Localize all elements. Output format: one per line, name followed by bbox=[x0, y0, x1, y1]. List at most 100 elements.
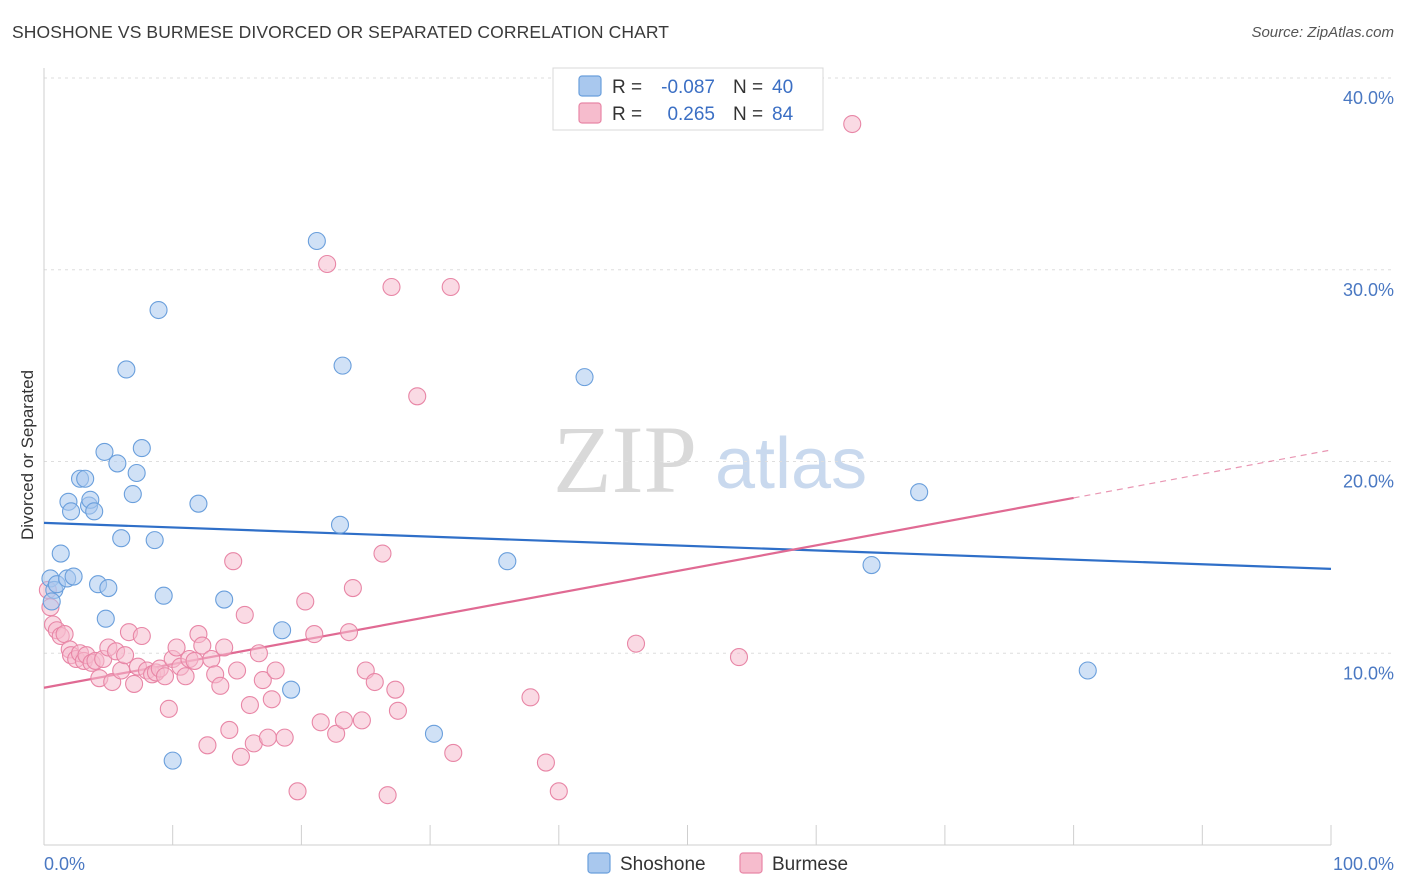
point-shoshone bbox=[189, 494, 208, 513]
legend-n-value-shoshone: 40 bbox=[772, 77, 793, 98]
legend-r-value-shoshone: -0.087 bbox=[661, 77, 715, 98]
series-legend-label-shoshone: Shoshone bbox=[620, 854, 706, 875]
y-axis-label: Divorced or Separated bbox=[18, 370, 37, 540]
point-burmese bbox=[215, 638, 234, 657]
point-burmese bbox=[176, 667, 195, 686]
x-tick-label-max: 100.0% bbox=[1333, 854, 1394, 874]
point-burmese bbox=[125, 674, 144, 693]
x-tick-label-min: 0.0% bbox=[44, 854, 85, 874]
point-burmese bbox=[408, 387, 427, 406]
point-burmese bbox=[249, 644, 268, 663]
point-shoshone bbox=[330, 515, 350, 534]
legend-n-value-burmese: 84 bbox=[772, 104, 794, 125]
point-burmese bbox=[843, 114, 862, 134]
point-shoshone bbox=[307, 231, 326, 251]
point-shoshone bbox=[96, 609, 115, 628]
point-burmese bbox=[228, 661, 247, 680]
point-shoshone bbox=[149, 300, 168, 320]
point-shoshone bbox=[163, 751, 182, 770]
point-shoshone bbox=[117, 360, 136, 379]
point-burmese bbox=[388, 701, 407, 720]
point-shoshone bbox=[132, 439, 151, 458]
watermark-atlas: atlas bbox=[715, 424, 867, 504]
axes bbox=[43, 68, 1332, 846]
point-shoshone bbox=[215, 590, 234, 609]
point-shoshone bbox=[123, 485, 142, 504]
source-label: Source: ZipAtlas.com bbox=[1251, 24, 1394, 41]
point-shoshone bbox=[42, 592, 61, 611]
y-tick-labels: 10.0% 20.0% 30.0% 40.0% bbox=[1343, 88, 1394, 683]
point-shoshone bbox=[108, 454, 127, 473]
legend-swatch-burmese bbox=[578, 102, 602, 124]
point-burmese bbox=[327, 724, 346, 743]
grid-lines bbox=[44, 77, 1394, 654]
point-burmese bbox=[185, 651, 204, 670]
legend-r-label-shoshone: R = bbox=[612, 77, 642, 98]
point-shoshone bbox=[575, 368, 594, 387]
point-shoshone bbox=[99, 579, 118, 598]
point-shoshone bbox=[51, 544, 70, 563]
point-burmese bbox=[365, 672, 384, 692]
y-tick-label: 40.0% bbox=[1343, 88, 1394, 108]
point-shoshone bbox=[862, 555, 881, 575]
point-shoshone bbox=[910, 483, 929, 502]
point-burmese bbox=[521, 688, 540, 707]
series-legend-swatch-burmese bbox=[739, 852, 763, 874]
point-shoshone bbox=[1078, 661, 1097, 680]
point-shoshone bbox=[95, 442, 114, 461]
point-burmese bbox=[444, 743, 463, 763]
trend-line-extension-burmese bbox=[1073, 449, 1332, 499]
y-tick-label: 20.0% bbox=[1343, 472, 1394, 492]
point-burmese bbox=[549, 782, 568, 801]
point-burmese bbox=[352, 711, 371, 730]
point-burmese bbox=[275, 728, 294, 747]
chart-title: SHOSHONE VS BURMESE DIVORCED OR SEPARATE… bbox=[12, 22, 670, 42]
point-burmese bbox=[258, 728, 277, 747]
point-burmese bbox=[296, 592, 315, 611]
point-burmese bbox=[211, 676, 230, 695]
point-shoshone bbox=[76, 469, 95, 488]
point-burmese bbox=[235, 605, 254, 624]
point-shoshone bbox=[273, 621, 292, 640]
point-burmese bbox=[198, 736, 217, 755]
point-shoshone bbox=[127, 463, 146, 483]
point-shoshone bbox=[333, 356, 352, 375]
watermark: ZIP atlas bbox=[553, 406, 867, 513]
point-shoshone bbox=[154, 586, 173, 605]
legend-swatch-shoshone bbox=[578, 75, 602, 97]
point-burmese bbox=[382, 277, 401, 297]
point-burmese bbox=[253, 671, 272, 690]
point-burmese bbox=[536, 753, 555, 772]
point-burmese bbox=[167, 638, 186, 657]
point-burmese bbox=[240, 695, 259, 715]
y-tick-label: 30.0% bbox=[1343, 280, 1394, 300]
point-burmese bbox=[224, 552, 243, 571]
point-burmese bbox=[155, 667, 175, 686]
point-burmese bbox=[378, 786, 397, 805]
point-shoshone bbox=[61, 502, 81, 521]
point-shoshone bbox=[64, 567, 83, 586]
point-burmese bbox=[318, 254, 337, 274]
legend-r-label-burmese: R = bbox=[612, 104, 642, 125]
point-burmese bbox=[339, 623, 359, 642]
point-burmese bbox=[159, 699, 178, 718]
point-shoshone bbox=[424, 724, 444, 743]
point-burmese bbox=[266, 661, 285, 680]
point-burmese bbox=[305, 625, 324, 644]
point-burmese bbox=[729, 648, 749, 667]
point-burmese bbox=[441, 277, 460, 297]
point-shoshone bbox=[112, 529, 131, 548]
point-shoshone bbox=[145, 531, 164, 550]
series-legend-label-burmese: Burmese bbox=[772, 854, 848, 875]
point-burmese bbox=[288, 782, 307, 801]
data-points bbox=[38, 114, 1097, 805]
legend-r-value-burmese: 0.265 bbox=[667, 104, 715, 125]
trend-line-shoshone bbox=[43, 521, 1332, 570]
legend-n-label-burmese: N = bbox=[733, 104, 763, 125]
series-legend-swatch-shoshone bbox=[587, 852, 611, 874]
point-burmese bbox=[132, 626, 151, 646]
point-shoshone bbox=[498, 552, 517, 571]
watermark-zip: ZIP bbox=[553, 406, 697, 513]
point-burmese bbox=[334, 711, 353, 730]
